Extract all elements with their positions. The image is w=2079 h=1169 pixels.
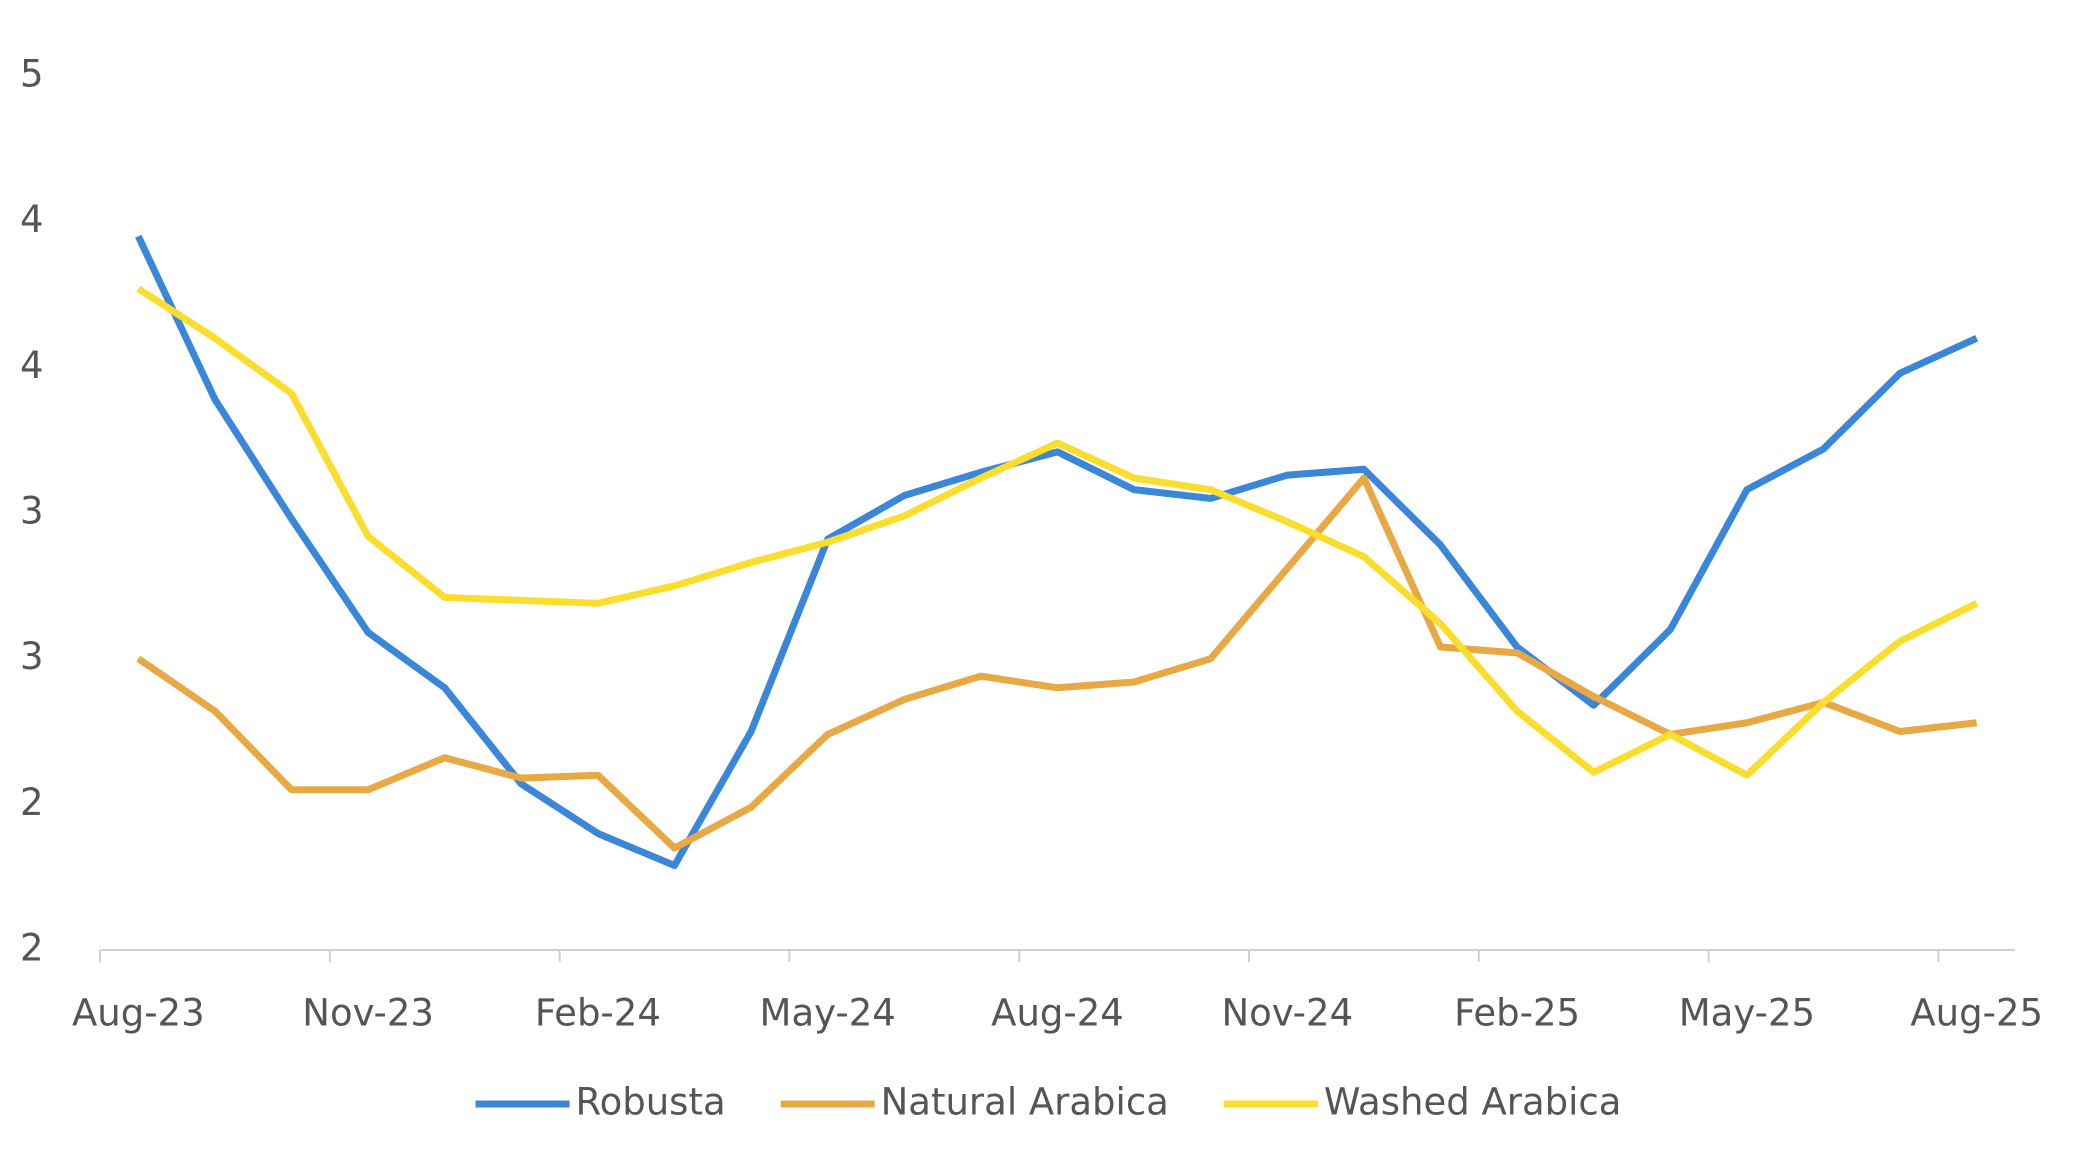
y-tick-label: 3 bbox=[20, 490, 44, 533]
y-tick-label: 5 bbox=[20, 53, 44, 96]
y-tick-label: 2 bbox=[20, 781, 44, 824]
series-line bbox=[136, 285, 1979, 779]
x-tick-label: Aug-25 bbox=[1910, 992, 2043, 1035]
x-tick-label: May-25 bbox=[1679, 992, 1815, 1035]
x-tick-label: Feb-25 bbox=[1454, 992, 1580, 1035]
x-tick-label: Aug-23 bbox=[72, 992, 205, 1035]
x-tick-label: Aug-24 bbox=[991, 992, 1124, 1035]
legend-label: Robusta bbox=[576, 1081, 726, 1124]
y-tick-label: 3 bbox=[20, 635, 44, 678]
series-line bbox=[135, 234, 1979, 870]
y-tick-label: 2 bbox=[20, 927, 44, 970]
y-tick-label: 4 bbox=[20, 344, 44, 387]
x-tick-label: Feb-24 bbox=[535, 992, 661, 1035]
y-tick-label: 4 bbox=[20, 198, 44, 241]
x-tick-label: Nov-24 bbox=[1221, 992, 1353, 1035]
legend-label: Natural Arabica bbox=[881, 1081, 1169, 1124]
x-tick-label: May-24 bbox=[760, 992, 896, 1035]
x-tick-label: Nov-23 bbox=[302, 992, 434, 1035]
legend-label: Washed Arabica bbox=[1324, 1081, 1622, 1124]
